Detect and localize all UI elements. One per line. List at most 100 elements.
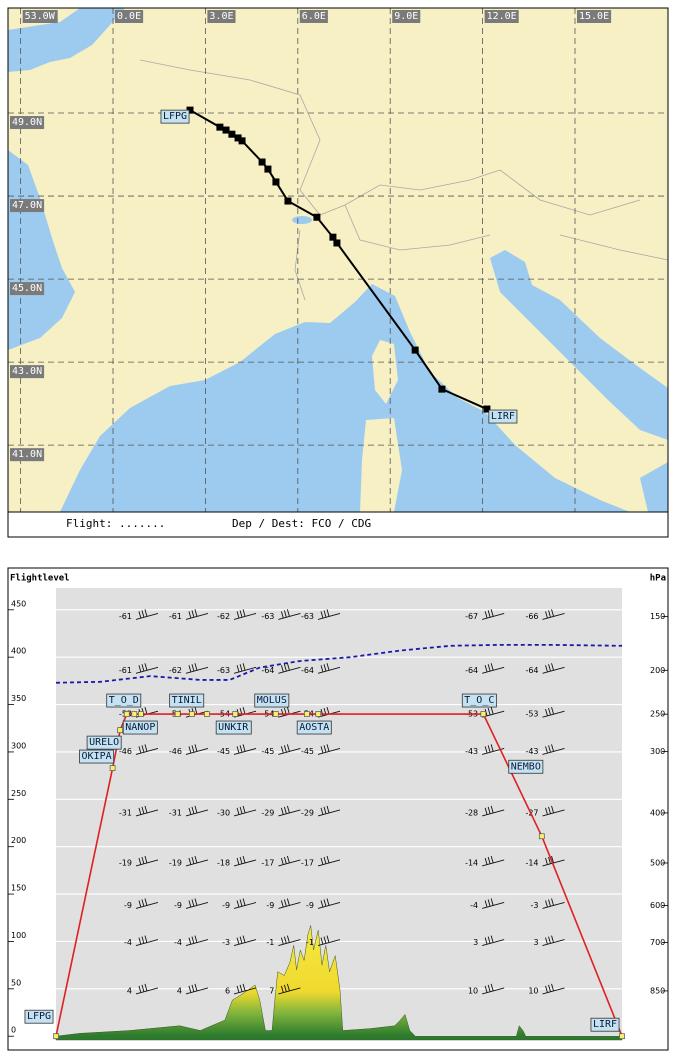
temperature-label: -9 (124, 901, 132, 910)
map-waypoint (411, 346, 419, 354)
profile-waypoint-label: MOLUS (257, 695, 287, 706)
profile-waypoint-label: OKIPA (82, 751, 112, 762)
wind-barb (233, 744, 257, 755)
island-sardinia (360, 418, 402, 512)
wind-barb (135, 855, 159, 867)
profile-waypoint-label: URELO (89, 737, 119, 748)
map-lat-label: 41.0N (12, 449, 42, 460)
temperature-label: -64 (301, 666, 314, 675)
profile-waypoint-label: NEMBO (511, 761, 541, 772)
temperature-label: 10 (528, 986, 538, 995)
temperature-label: 4 (127, 986, 132, 995)
y-tick-label: 300 (11, 741, 26, 750)
wind-barb (482, 935, 505, 947)
profile-waypoint-label-box (122, 720, 158, 735)
map-waypoint (222, 126, 230, 134)
sea-adriatic (490, 250, 668, 440)
y-tick-label: 450 (11, 599, 26, 608)
map-frame (7, 7, 669, 538)
y-tick-label: 250 (11, 789, 26, 798)
wind-barb (185, 609, 209, 620)
temperature-label: -17 (301, 858, 314, 867)
temperature-label: -31 (119, 808, 132, 817)
y-tick-label: 150 (11, 884, 26, 893)
profile-waypoint (138, 711, 144, 717)
profile-waypoint (538, 833, 545, 840)
profile-waypoint (53, 1033, 59, 1040)
temperature-label: -9 (222, 901, 230, 910)
wind-barb (233, 898, 257, 909)
map-lat-label-box (10, 282, 45, 296)
profile-waypoint (174, 711, 181, 717)
temperature-label: -62 (169, 666, 182, 675)
wind-barb (278, 898, 301, 909)
temperature-label: -29 (301, 808, 314, 817)
profile-waypoint-label-box (86, 735, 122, 750)
temperature-label: -45 (217, 747, 230, 756)
wind-barb (482, 744, 505, 755)
map-waypoint (234, 134, 242, 142)
map-lat-label: 47.0N (12, 200, 42, 211)
wind-barb (317, 663, 341, 674)
profile-plot-area (56, 588, 622, 1040)
map-lon-label-box (207, 10, 236, 23)
map-lon-label: 12.0E (487, 11, 517, 22)
y2-tick-label: 200 (650, 666, 665, 675)
temperature-label: -63 (261, 612, 274, 621)
map-lon-label: 15.0E (579, 11, 609, 22)
wind-barb (542, 983, 565, 995)
map-lon-label-box (392, 10, 421, 23)
y2-tick-label: 600 (650, 901, 665, 910)
wind-barb (317, 744, 341, 755)
wind-barb (278, 744, 301, 755)
tropopause-line (55, 643, 623, 684)
wind-barb (185, 898, 209, 909)
temperature-label: -63 (301, 612, 314, 621)
temperature-label: -63 (217, 666, 230, 675)
profile-waypoint (304, 711, 310, 717)
temperature-label: -61 (119, 666, 132, 675)
map-lat-label: 43.0N (12, 366, 42, 377)
borders (139, 59, 668, 301)
temperature-label: -9 (174, 901, 182, 910)
wind-barb (542, 707, 565, 718)
wind-barb (482, 898, 505, 909)
wind-barb (135, 609, 159, 620)
y2-tick-label: 700 (650, 938, 665, 947)
wind-barb (233, 609, 257, 620)
wind-barb (185, 983, 209, 995)
temperature-label: 3 (473, 938, 478, 947)
map-lon-label: 9.0E (394, 11, 418, 22)
map-waypoint-label: LFPG (163, 111, 187, 122)
profile-waypoint (480, 711, 487, 717)
wind-barb (135, 805, 159, 817)
sea-channel (8, 8, 125, 72)
map-waypoint (284, 197, 292, 205)
wind-barb (135, 935, 159, 947)
profile-waypoint-label-box (461, 693, 497, 708)
map-lon-label-box (484, 10, 519, 23)
wind-barb (482, 855, 505, 867)
y-axis-title: Flightlevel (10, 573, 70, 584)
lake (292, 216, 312, 224)
wind-barb (542, 609, 565, 620)
temperature-label: -64 (261, 666, 274, 675)
wind-barb (233, 663, 257, 674)
wind-barb (317, 855, 341, 867)
wind-barb (278, 983, 301, 995)
wind-barb (542, 898, 565, 909)
wind-barb (233, 935, 257, 947)
temperature-label: -1 (266, 938, 274, 947)
map-waypoint (238, 137, 246, 145)
profile-waypoint-label-box (590, 1017, 620, 1032)
profile-waypoint-label-box (169, 693, 205, 708)
map-lon-label: 3.0E (209, 11, 233, 22)
temperature-label: -43 (525, 747, 538, 756)
wind-barb (233, 855, 257, 867)
y-tick-label: 350 (11, 694, 26, 703)
map-lon-label-box (576, 10, 612, 23)
profile-waypoint-label: NANOP (125, 722, 155, 733)
wind-barb (233, 805, 257, 817)
